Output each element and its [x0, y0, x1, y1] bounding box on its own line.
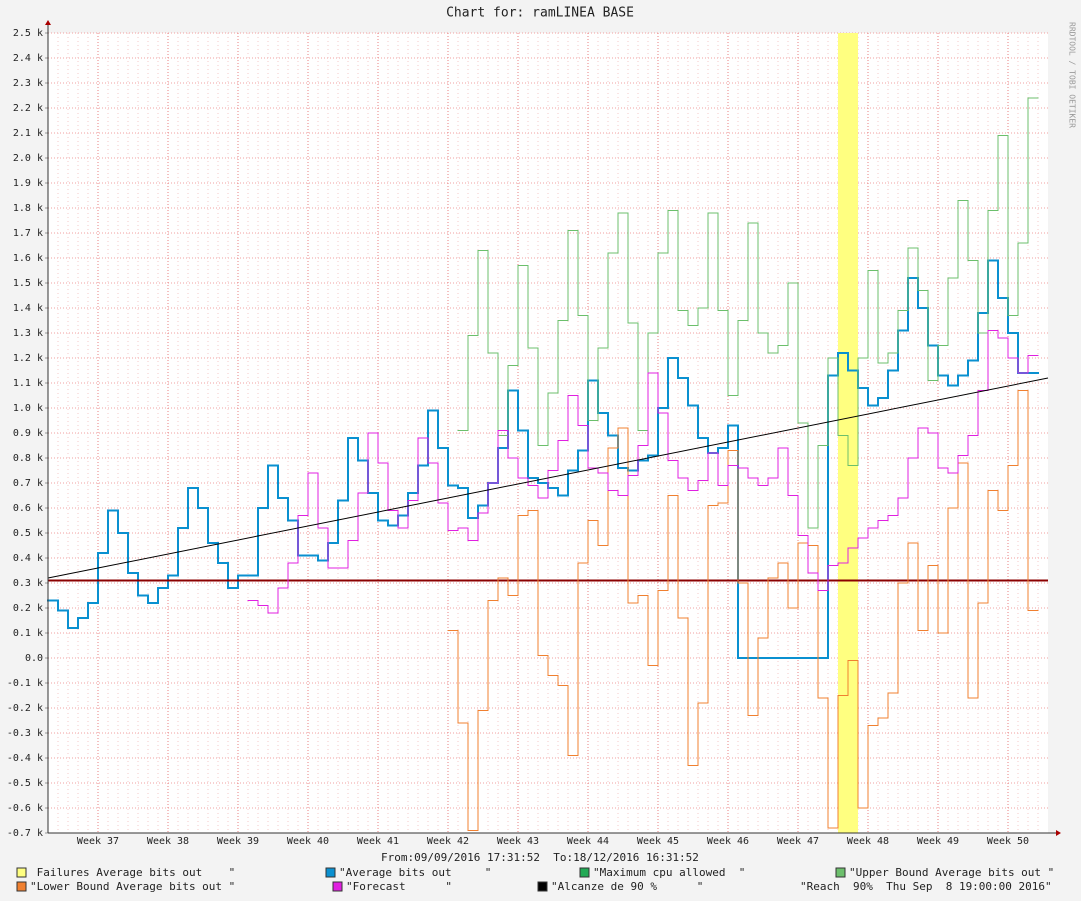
x-tick-label: Week 43 — [497, 836, 539, 847]
y-tick-label: 0.8 k — [13, 453, 43, 464]
x-tick-label: Week 46 — [707, 836, 749, 847]
legend-swatch — [579, 867, 590, 878]
y-tick-label: 2.1 k — [13, 128, 43, 139]
y-tick-label: -0.3 k — [7, 728, 43, 739]
x-tick-label: Week 49 — [917, 836, 959, 847]
y-tick-label: 0.0 — [25, 653, 43, 664]
legend-note: "Reach 90% Thu Sep 8 19:00:00 2016" — [800, 880, 1052, 893]
x-tick-label: Week 47 — [777, 836, 819, 847]
failure-tick — [838, 33, 848, 833]
x-tick-label: Week 41 — [357, 836, 399, 847]
y-tick-label: 1.5 k — [13, 278, 43, 289]
y-tick-label: 1.8 k — [13, 203, 43, 214]
step-riser — [457, 390, 1029, 831]
x-tick-label: Week 42 — [427, 836, 469, 847]
legend-label: "Upper Bound Average bits out " — [849, 866, 1054, 879]
legend-label: "Average bits out " — [339, 866, 491, 879]
y-tick-label: 1.9 k — [13, 178, 43, 189]
y-tick-label: 1.7 k — [13, 228, 43, 239]
y-tick-label: 0.6 k — [13, 503, 43, 514]
y-tick-label: -0.5 k — [7, 778, 43, 789]
y-tick-label: 1.0 k — [13, 403, 43, 414]
legend-swatch — [325, 867, 336, 878]
legend-label: "Forecast " — [346, 880, 452, 893]
legend-label: "Alcanze de 90 % " — [551, 880, 703, 893]
trend-line — [47, 377, 1049, 579]
time-range: From:09/09/2016 17:31:52 To:18/12/2016 1… — [381, 851, 699, 864]
y-arrow — [45, 20, 51, 25]
y-tick-label: 0.2 k — [13, 603, 43, 614]
y-tick-label: -0.1 k — [7, 678, 43, 689]
chart-title: Chart for: ramLINEA BASE — [446, 6, 634, 21]
failure-tick — [848, 33, 858, 833]
y-tick-label: 0.5 k — [13, 528, 43, 539]
y-tick-label: 1.6 k — [13, 253, 43, 264]
x-tick-label: Week 45 — [637, 836, 679, 847]
y-tick-label: -0.4 k — [7, 753, 43, 764]
y-tick-label: 0.1 k — [13, 628, 43, 639]
legend-swatch — [332, 881, 343, 892]
x-tick-label: Week 44 — [567, 836, 609, 847]
legend-swatch — [835, 867, 846, 878]
y-tick-label: 2.0 k — [13, 153, 43, 164]
y-tick-label: 1.2 k — [13, 353, 43, 364]
y-tick-label: -0.7 k — [7, 828, 43, 839]
y-tick-label: 0.7 k — [13, 478, 43, 489]
x-tick-label: Week 48 — [847, 836, 889, 847]
legend-swatch — [537, 881, 548, 892]
y-tick-label: 0.9 k — [13, 428, 43, 439]
side-label: RRDTOOL / TOBI OETIKER — [1068, 22, 1077, 128]
legend-swatch — [16, 881, 27, 892]
y-tick-label: -0.2 k — [7, 703, 43, 714]
step-riser — [467, 98, 1029, 528]
y-tick-label: 1.3 k — [13, 328, 43, 339]
x-tick-label: Week 50 — [987, 836, 1029, 847]
y-tick-label: 2.3 k — [13, 78, 43, 89]
y-tick-label: 1.1 k — [13, 378, 43, 389]
y-tick-label: 1.4 k — [13, 303, 43, 314]
x-arrow — [1056, 830, 1061, 836]
y-tick-label: 0.4 k — [13, 553, 43, 564]
legend-label: "Lower Bound Average bits out " — [30, 880, 235, 893]
y-tick-label: 0.3 k — [13, 578, 43, 589]
y-tick-label: 2.2 k — [13, 103, 43, 114]
x-tick-label: Week 39 — [217, 836, 259, 847]
x-tick-label: Week 37 — [77, 836, 119, 847]
x-tick-label: Week 38 — [147, 836, 189, 847]
legend-label: Failures Average bits out " — [30, 866, 235, 879]
legend-swatch — [16, 867, 27, 878]
y-tick-label: 2.5 k — [13, 28, 43, 39]
x-tick-label: Week 40 — [287, 836, 329, 847]
y-tick-label: 2.4 k — [13, 53, 43, 64]
y-tick-label: -0.6 k — [7, 803, 43, 814]
legend-label: "Maximum cpu allowed " — [593, 866, 745, 879]
